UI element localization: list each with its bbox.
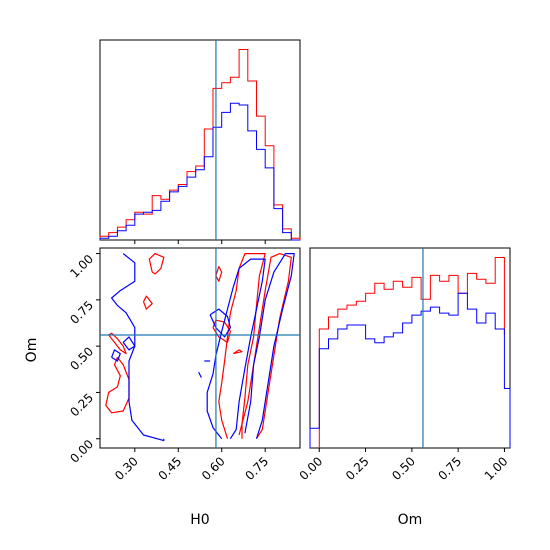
y-tick-label: 0.50 [67,344,96,373]
contour-line-red [238,253,292,440]
contour-line-red [218,253,266,439]
x-tick-label: 1.00 [482,454,511,483]
contour-line-blue [122,336,136,351]
panel-frame [99,39,301,241]
histogram-series-blue [99,102,300,241]
contour-line-blue [110,253,165,442]
contour-line-blue [206,258,266,440]
y-tick-label: 0.75 [67,298,96,327]
y-tick-label: 0.25 [67,391,96,420]
x-axis-label-om: Om [398,512,423,528]
x-tick-label: 0.75 [243,454,272,483]
h0-om-contour-panel: 0.30 0.45 0.60 0.75 0.00 0.25 0.50 0.75 1.00 [67,247,301,483]
y-tick-label: 1.00 [67,252,96,281]
panel-frame [99,247,301,449]
x-tick-label: 0.45 [156,454,185,483]
x-axis-label-h0: H0 [190,512,209,528]
contour-line-red [105,356,130,414]
histogram-series-red [318,257,505,448]
contour-group [105,253,295,442]
x-tick-label: 0.75 [435,454,464,483]
contour-line-blue [244,253,295,439]
histogram-series-blue [309,292,511,448]
x-tick-label: 0.60 [199,454,228,483]
h0-marginal-panel [99,39,301,244]
x-tick-label: 0.50 [389,454,418,483]
contour-line-red [148,253,165,275]
y-axis-label-om: Om [24,338,40,363]
om-marginal-panel: 0.00 0.25 0.50 0.75 1.00 [297,247,511,483]
contour-line-red [232,349,243,355]
contour-line-red [215,265,223,282]
contour-line-blue [198,371,202,378]
y-tick-label: 0.00 [67,437,96,466]
histogram-series-red [99,49,301,240]
x-tick-label: 0.25 [343,454,372,483]
x-tick-label: 0.00 [297,454,326,483]
contour-line-blue [111,349,121,362]
contour-line-red [142,295,153,310]
panel-frame [309,247,511,449]
contour-line-red [108,332,127,355]
contour-line-blue [209,308,231,338]
x-tick-label: 0.30 [112,454,141,483]
